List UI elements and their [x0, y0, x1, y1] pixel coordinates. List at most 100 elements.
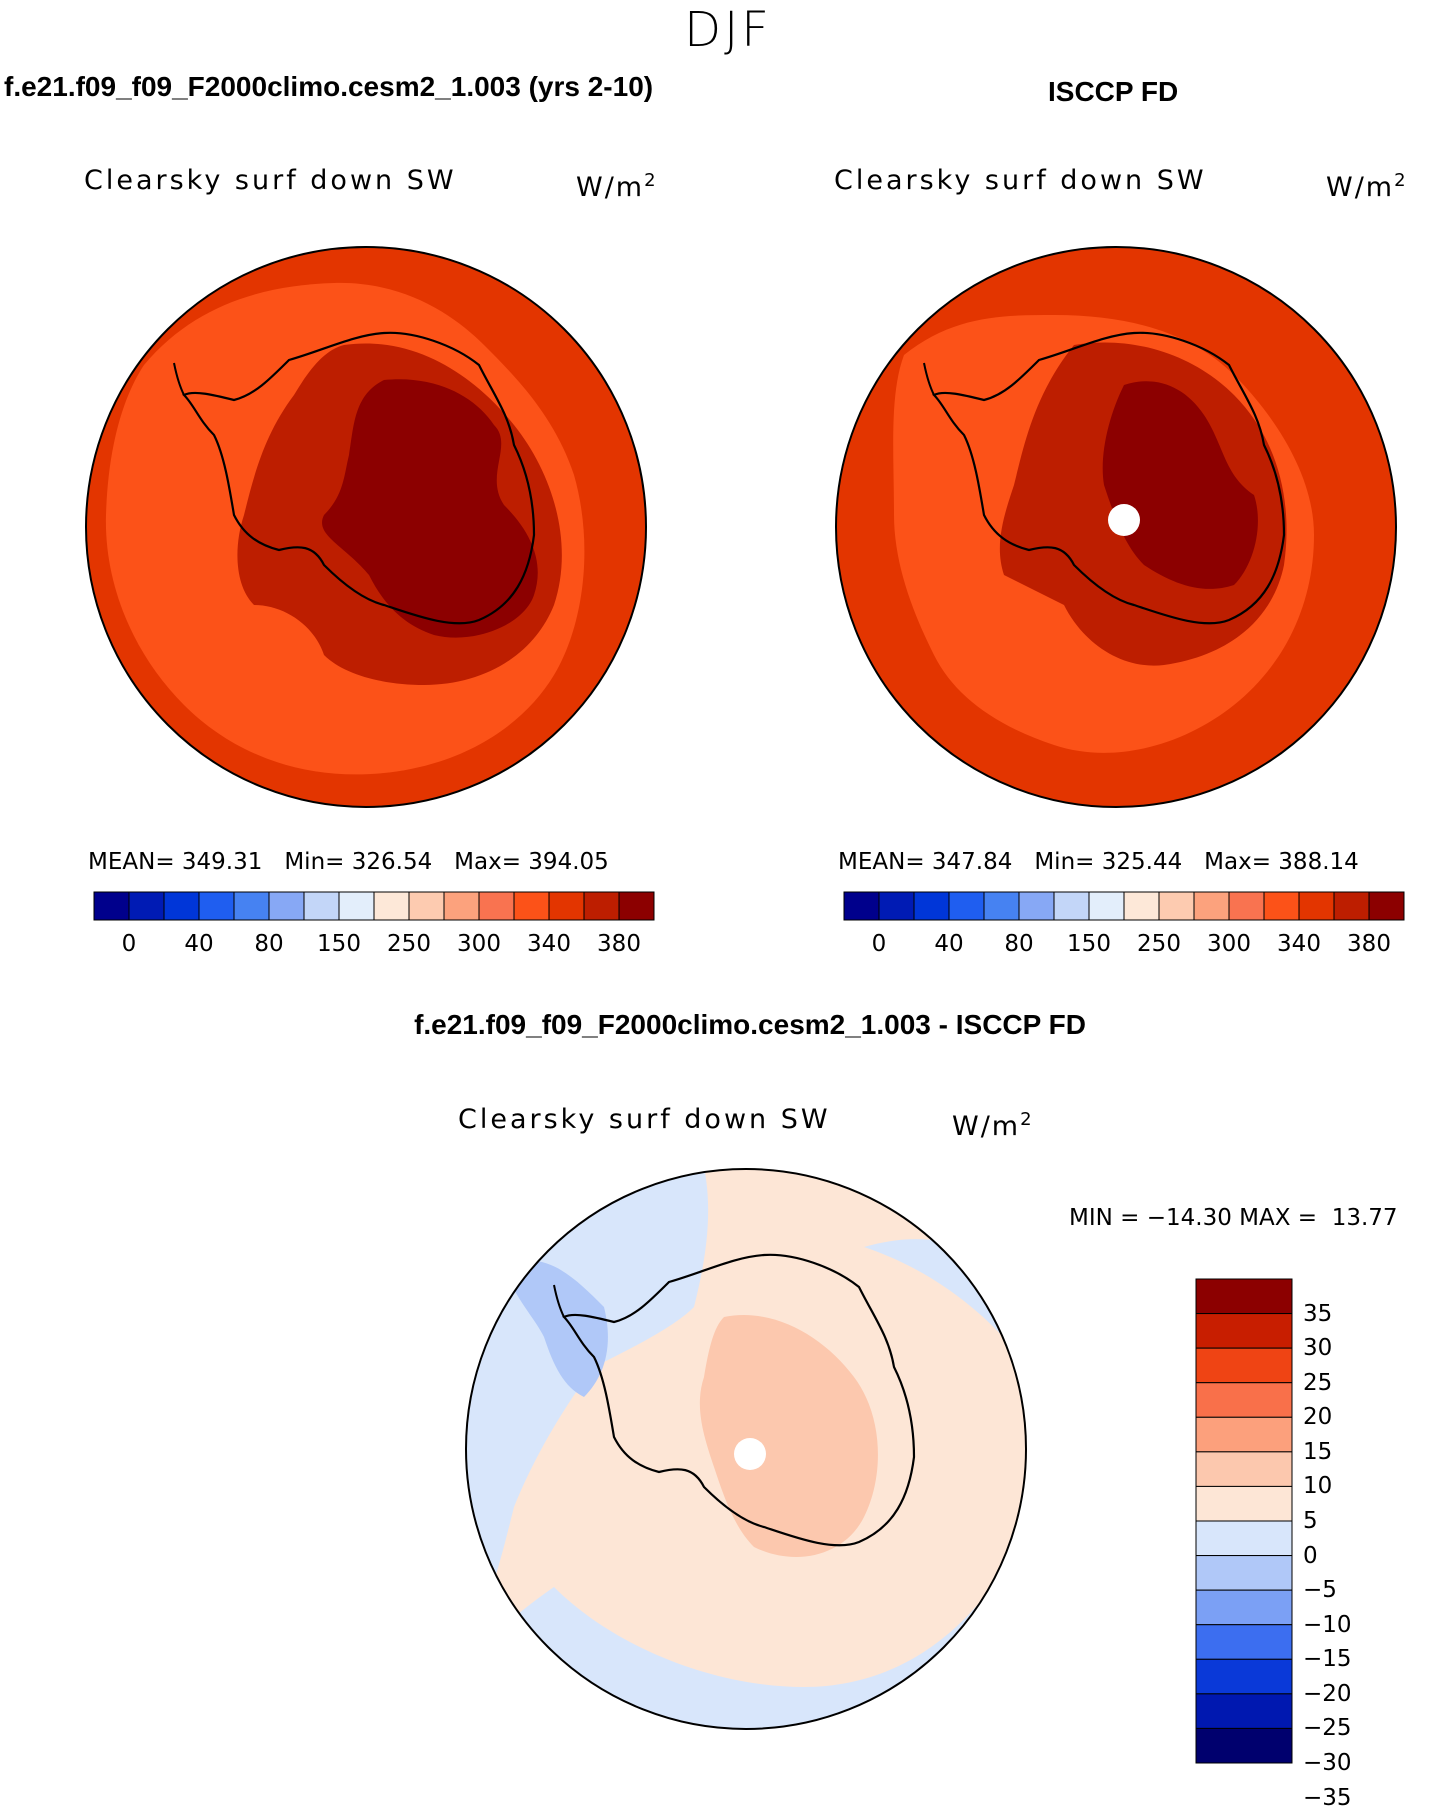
- model-colorbar-tick-label: 80: [254, 931, 284, 957]
- diff-colorbar-tick-label: 35: [1303, 1300, 1333, 1327]
- diff-colorbar-segment: [1195, 1727, 1293, 1764]
- obs-colorbar-tick-label: 0: [871, 931, 887, 957]
- obs-colorbar-tick-label: 380: [1347, 931, 1391, 957]
- model-colorbar-segment: [233, 891, 270, 921]
- model-colorbar-segment: [513, 891, 550, 921]
- model-colorbar-segment: [163, 891, 200, 921]
- obs-plateau-max: [1102, 381, 1258, 589]
- diff-colorbar-ticks: 35 30 25 20 15 10 5 0 −5 −10 −15 −20 −25 −30 −35: [1303, 1278, 1443, 1811]
- model-polar-map: [85, 246, 647, 808]
- diff-colorbar-tick-label: 10: [1303, 1473, 1333, 1500]
- model-colorbar-segment: [268, 891, 305, 921]
- model-colorbar-tick-label: 300: [457, 931, 501, 957]
- diff-minmax-label: MIN = −14.30 MAX = 13.77: [1069, 1205, 1398, 1231]
- diff-colorbar-tick-label: −25: [1303, 1715, 1352, 1742]
- obs-variable-label: Clearsky surf down SW: [834, 165, 1207, 196]
- model-colorbar-segment: [478, 891, 515, 921]
- model-colorbar-segment: [548, 891, 585, 921]
- diff-colorbar-tick-label: 20: [1303, 1404, 1333, 1431]
- model-stats: MEAN= 349.31 Min= 326.54 Max= 394.05: [88, 849, 609, 875]
- model-peninsula-outline: [173, 362, 185, 396]
- diff-colorbar-segment: [1195, 1382, 1293, 1418]
- obs-colorbar-segment: [1333, 891, 1370, 921]
- obs-colorbar-tick-label: 150: [1067, 931, 1111, 957]
- obs-colorbar-tick-label: 40: [934, 931, 964, 957]
- model-case-title: f.e21.f09_f09_F2000climo.cesm2_1.003 (yr…: [4, 71, 654, 102]
- obs-colorbar-segment: [948, 891, 985, 921]
- obs-units-label: W/m2: [1326, 170, 1408, 203]
- diff-colorbar-tick-label: 0: [1303, 1542, 1318, 1569]
- obs-colorbar-segment: [1228, 891, 1265, 921]
- obs-colorbar-segment: [1018, 891, 1055, 921]
- diff-colorbar-tick-label: 30: [1303, 1335, 1333, 1362]
- diff-colorbar-tick-label: −10: [1303, 1611, 1352, 1638]
- model-colorbar-segment: [583, 891, 620, 921]
- obs-colorbar-segment: [913, 891, 950, 921]
- obs-peninsula-outline: [923, 362, 935, 396]
- obs-colorbar-segment: [1053, 891, 1090, 921]
- diff-colorbar-segment: [1195, 1693, 1293, 1729]
- model-map-border: [85, 246, 647, 808]
- model-colorbar-tick-label: 340: [527, 931, 571, 957]
- model-colorbar: [93, 891, 655, 921]
- diff-colorbar-segment: [1195, 1520, 1293, 1557]
- diff-colorbar-segment: [1195, 1416, 1293, 1453]
- obs-colorbar-segment: [1263, 891, 1300, 921]
- model-colorbar-segment: [443, 891, 480, 921]
- diff-pole-missing-data: [734, 1438, 766, 1470]
- obs-colorbar-segment: [878, 891, 915, 921]
- diff-variable-label: Clearsky surf down SW: [458, 1104, 831, 1135]
- diff-antarctica-coastline: [562, 1253, 916, 1547]
- obs-colorbar-segment: [1368, 891, 1405, 921]
- diff-peninsula-outline: [553, 1284, 565, 1318]
- obs-colorbar-tick-label: 80: [1004, 931, 1034, 957]
- obs-colorbar-segment: [843, 891, 880, 921]
- obs-colorbar-tick-label: 340: [1277, 931, 1321, 957]
- model-colorbar-segment: [338, 891, 375, 921]
- diff-polar-map: [465, 1168, 1027, 1730]
- obs-stats: MEAN= 347.84 Min= 325.44 Max= 388.14: [838, 849, 1359, 875]
- diff-colorbar-segment: [1195, 1624, 1293, 1660]
- diff-colorbar-segment: [1195, 1347, 1293, 1384]
- model-colorbar-tick-label: 0: [121, 931, 137, 957]
- diff-colorbar-tick-label: 15: [1303, 1438, 1333, 1465]
- diff-colorbar: [1195, 1278, 1293, 1764]
- obs-colorbar-segment: [1123, 891, 1160, 921]
- obs-colorbar-segment: [1088, 891, 1125, 921]
- diff-case-title: f.e21.f09_f09_F2000climo.cesm2_1.003 - I…: [414, 1009, 1086, 1040]
- obs-colorbar-ticks: 0 40 80 150 250 300 340 380: [843, 930, 1405, 960]
- model-colorbar-segment: [618, 891, 655, 921]
- diff-colorbar-segment: [1195, 1658, 1293, 1695]
- model-units-label: W/m2: [576, 170, 658, 203]
- model-colorbar-segment: [198, 891, 235, 921]
- diff-colorbar-segment: [1195, 1313, 1293, 1349]
- model-colorbar-segment: [128, 891, 165, 921]
- diff-colorbar-tick-label: 25: [1303, 1369, 1333, 1396]
- obs-colorbar-segment: [983, 891, 1020, 921]
- diff-colorbar-segment: [1195, 1451, 1293, 1487]
- diff-positive-plateau-region: [699, 1315, 878, 1557]
- obs-antarctica-coastline: [932, 331, 1286, 625]
- diff-colorbar-segment: [1195, 1589, 1293, 1626]
- model-colorbar-segment: [408, 891, 445, 921]
- diff-colorbar-tick-label: −15: [1303, 1646, 1352, 1673]
- diff-colorbar-segment: [1195, 1485, 1293, 1522]
- model-colorbar-tick-label: 40: [184, 931, 214, 957]
- diff-colorbar-segment: [1195, 1555, 1293, 1591]
- diff-negative-peninsula-region: [504, 1260, 608, 1397]
- diff-units-label: W/m2: [952, 1109, 1034, 1142]
- obs-polar-map: [835, 246, 1397, 808]
- obs-colorbar-tick-label: 250: [1137, 931, 1181, 957]
- model-colorbar-tick-label: 150: [317, 931, 361, 957]
- obs-map-border: [835, 246, 1397, 808]
- obs-colorbar-segment: [1193, 891, 1230, 921]
- diff-map-border: [465, 1168, 1027, 1730]
- model-colorbar-segment: [93, 891, 130, 921]
- model-colorbar-segment: [373, 891, 410, 921]
- model-variable-label: Clearsky surf down SW: [84, 165, 457, 196]
- obs-colorbar-tick-label: 300: [1207, 931, 1251, 957]
- model-plateau-max: [322, 379, 538, 638]
- obs-colorbar-segment: [1298, 891, 1335, 921]
- diff-colorbar-tick-label: 5: [1303, 1508, 1318, 1534]
- model-antarctica-coastline: [182, 331, 536, 625]
